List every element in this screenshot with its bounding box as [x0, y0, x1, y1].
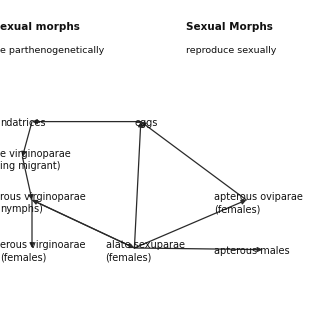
- Text: ndatrices: ndatrices: [0, 118, 45, 128]
- Text: e virginoparae
ing migrant): e virginoparae ing migrant): [0, 149, 71, 171]
- Text: rous virginoparae
nymphs): rous virginoparae nymphs): [0, 192, 86, 214]
- Text: alate sexuparae
(females): alate sexuparae (females): [106, 240, 185, 262]
- Text: reproduce sexually: reproduce sexually: [186, 46, 276, 55]
- Text: apterous oviparae
(females): apterous oviparae (females): [214, 192, 303, 214]
- Text: apterous males: apterous males: [214, 246, 290, 256]
- Text: e parthenogenetically: e parthenogenetically: [0, 46, 104, 55]
- Text: erous virginoarae
(females): erous virginoarae (females): [0, 240, 85, 262]
- Text: eggs: eggs: [134, 118, 158, 128]
- Text: exual morphs: exual morphs: [0, 22, 80, 32]
- Text: Sexual Morphs: Sexual Morphs: [186, 22, 272, 32]
